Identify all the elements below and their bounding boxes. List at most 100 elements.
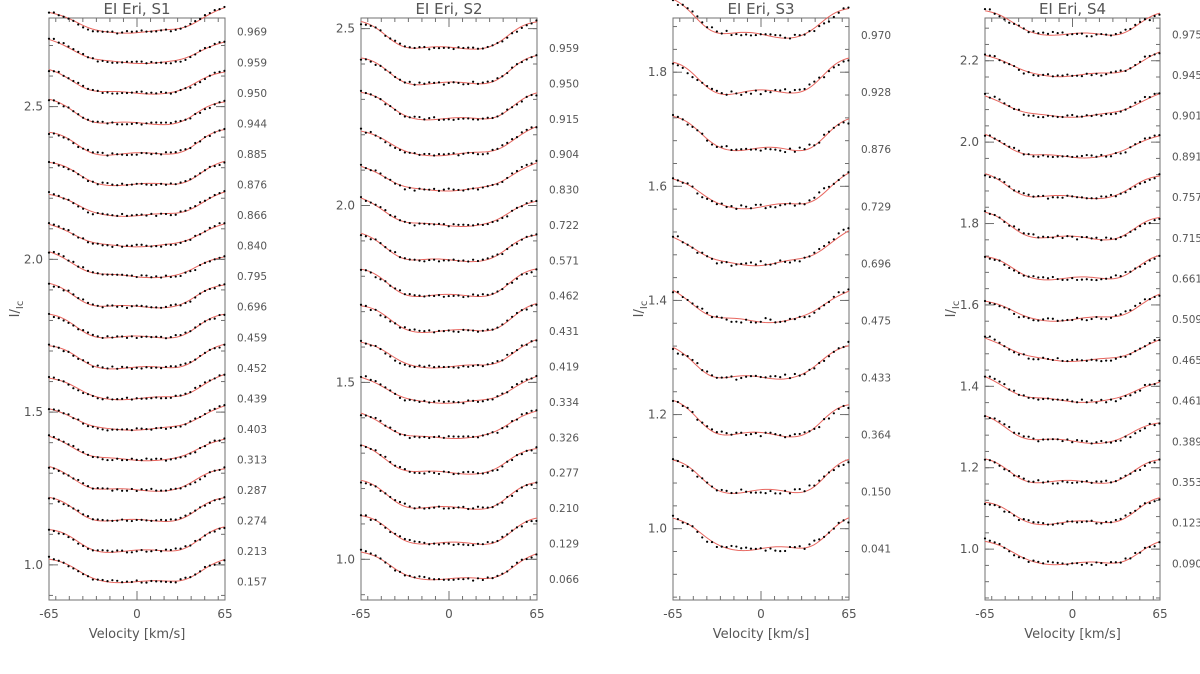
observed-point bbox=[364, 445, 367, 449]
observed-point bbox=[774, 88, 777, 92]
observed-point bbox=[140, 304, 143, 307]
observed-point bbox=[130, 335, 133, 338]
phase-label: 0.123 bbox=[1172, 518, 1200, 530]
observed-point bbox=[116, 61, 119, 64]
observed-point bbox=[1134, 509, 1137, 512]
observed-point bbox=[160, 121, 163, 124]
observed-point bbox=[1032, 114, 1035, 117]
observed-point bbox=[52, 435, 55, 439]
observed-profile-2 bbox=[47, 526, 226, 554]
observed-point bbox=[1124, 355, 1127, 358]
observed-point bbox=[437, 47, 441, 50]
observed-point bbox=[198, 140, 202, 143]
observed-point bbox=[506, 570, 509, 573]
observed-point bbox=[535, 446, 538, 449]
observed-point bbox=[194, 234, 197, 237]
observed-point bbox=[525, 272, 528, 275]
observed-point bbox=[1095, 480, 1098, 483]
observed-point bbox=[1056, 561, 1059, 565]
observed-point bbox=[389, 460, 392, 464]
observed-point bbox=[681, 66, 684, 69]
observed-point bbox=[725, 376, 728, 379]
observed-point bbox=[1042, 276, 1045, 279]
phase-label: 0.213 bbox=[237, 546, 267, 558]
observed-point bbox=[462, 46, 465, 50]
observed-point bbox=[91, 394, 94, 398]
observed-point bbox=[1095, 441, 1098, 444]
observed-point bbox=[486, 222, 489, 226]
observed-point bbox=[423, 575, 426, 579]
observed-point bbox=[169, 518, 172, 521]
observed-point bbox=[1119, 152, 1122, 155]
observed-point bbox=[359, 339, 363, 342]
observed-point bbox=[720, 92, 723, 95]
model-profile-12 bbox=[984, 93, 1161, 118]
observed-point bbox=[1134, 432, 1137, 435]
observed-point bbox=[82, 52, 85, 56]
observed-point bbox=[57, 164, 60, 167]
observed-point bbox=[822, 133, 826, 136]
observed-point bbox=[433, 578, 436, 581]
observed-point bbox=[213, 193, 216, 197]
observed-point bbox=[86, 28, 90, 31]
observed-point bbox=[57, 194, 60, 197]
observed-point bbox=[501, 180, 504, 184]
observed-point bbox=[1042, 73, 1045, 76]
observed-point bbox=[774, 33, 777, 37]
observed-point bbox=[150, 91, 153, 94]
observed-point bbox=[740, 93, 743, 96]
observed-point bbox=[506, 141, 509, 144]
observed-point bbox=[710, 316, 714, 319]
x-tick-label: 65 bbox=[217, 607, 232, 621]
observed-point bbox=[101, 151, 104, 154]
observed-point bbox=[184, 58, 187, 61]
observed-point bbox=[135, 518, 138, 522]
observed-point bbox=[389, 320, 392, 323]
observed-point bbox=[832, 15, 835, 19]
observed-point bbox=[208, 379, 211, 382]
observed-point bbox=[86, 87, 90, 90]
observed-point bbox=[155, 275, 158, 278]
observed-point bbox=[793, 372, 796, 376]
observed-profile-10 bbox=[671, 0, 850, 40]
observed-point bbox=[491, 148, 494, 151]
observed-point bbox=[364, 235, 367, 238]
observed-point bbox=[1032, 358, 1035, 361]
observed-point bbox=[106, 244, 109, 247]
observed-point bbox=[1046, 357, 1050, 361]
observed-point bbox=[1017, 108, 1021, 111]
observed-point bbox=[442, 400, 445, 403]
observed-point bbox=[1105, 236, 1108, 239]
observed-point bbox=[198, 415, 202, 419]
observed-point bbox=[1143, 546, 1147, 549]
observed-point bbox=[82, 391, 85, 395]
observed-point bbox=[364, 91, 367, 95]
model-profile-3 bbox=[984, 458, 1161, 484]
observed-point bbox=[1051, 358, 1054, 362]
observed-point bbox=[813, 80, 816, 83]
observed-point bbox=[740, 204, 743, 207]
observed-point bbox=[740, 488, 743, 491]
observed-point bbox=[808, 430, 811, 433]
observed-point bbox=[1119, 110, 1122, 113]
observed-point bbox=[91, 151, 94, 154]
observed-point bbox=[1017, 316, 1021, 319]
observed-point bbox=[993, 417, 996, 420]
phase-label: 0.915 bbox=[549, 114, 579, 126]
observed-point bbox=[1071, 74, 1074, 77]
observed-point bbox=[1022, 518, 1025, 521]
observed-point bbox=[96, 397, 99, 400]
phase-label: 0.475 bbox=[861, 315, 891, 327]
observed-point bbox=[1017, 556, 1021, 559]
observed-point bbox=[77, 357, 80, 360]
observed-point bbox=[384, 526, 387, 529]
observed-point bbox=[1003, 468, 1006, 471]
observed-point bbox=[496, 115, 499, 118]
observed-point bbox=[106, 273, 109, 276]
observed-point bbox=[198, 49, 202, 52]
observed-point bbox=[398, 219, 402, 222]
observed-point bbox=[111, 579, 114, 582]
observed-point bbox=[379, 98, 382, 101]
observed-point bbox=[91, 333, 94, 336]
observed-point bbox=[447, 329, 450, 332]
